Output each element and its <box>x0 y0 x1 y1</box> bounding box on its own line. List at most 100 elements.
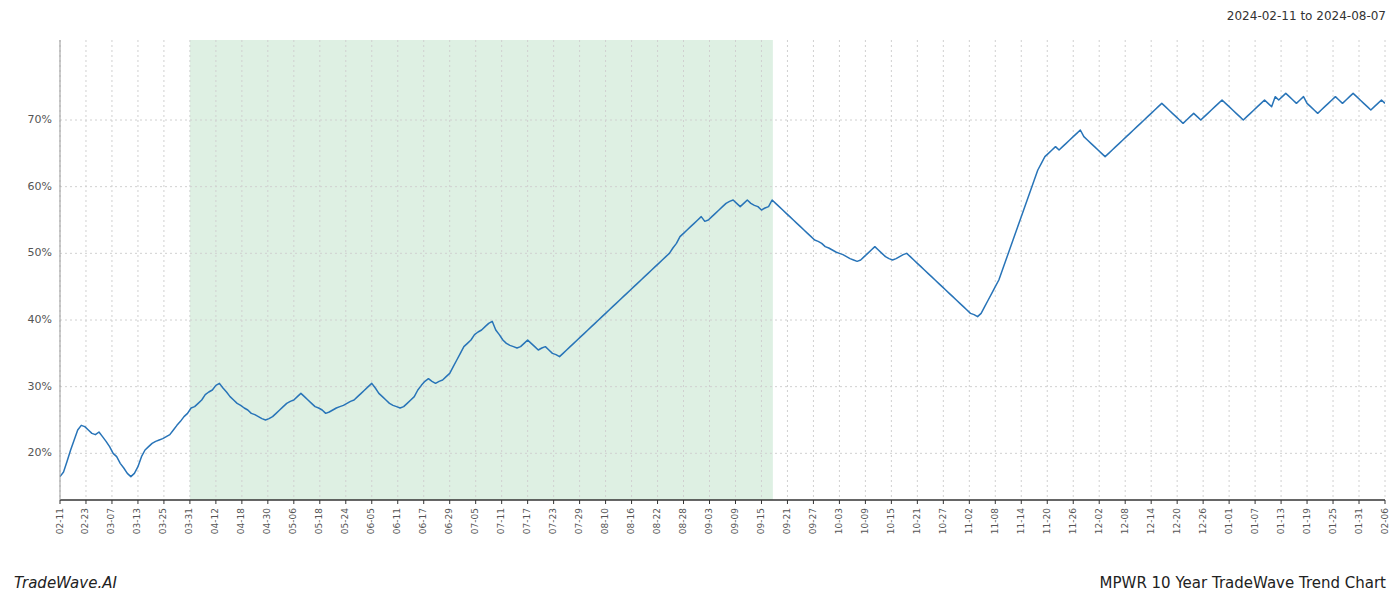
x-tick <box>215 500 216 504</box>
annotation: TradeWave.AI <box>14 574 117 592</box>
chart: 20%30%40%50%60%70%02-1102-2303-0703-1303… <box>0 0 1400 600</box>
x-tick <box>1385 500 1386 504</box>
x-tick-label: 08-16 <box>626 508 636 534</box>
x-tick <box>137 500 138 504</box>
y-tick-label: 70% <box>28 113 52 126</box>
x-tick <box>813 500 814 504</box>
x-tick <box>1021 500 1022 504</box>
x-tick <box>1177 500 1178 504</box>
x-tick-label: 06-11 <box>392 508 402 534</box>
line-group <box>60 93 1385 476</box>
y-tick-label: 60% <box>28 180 52 193</box>
x-tick <box>1281 500 1282 504</box>
x-grid-line <box>241 40 242 500</box>
x-tick-label: 09-21 <box>782 508 792 534</box>
x-tick-label: 03-07 <box>106 508 116 534</box>
x-grid-line <box>501 40 502 500</box>
x-grid-line <box>267 40 268 500</box>
x-tick <box>917 500 918 504</box>
background <box>0 0 1400 600</box>
x-tick <box>189 500 190 504</box>
x-grid-line <box>397 40 398 500</box>
x-grid-line <box>189 40 190 500</box>
x-grid-line <box>1177 40 1178 500</box>
x-tick <box>891 500 892 504</box>
x-grid-line <box>917 40 918 500</box>
x-tick-label: 07-11 <box>496 508 506 534</box>
x-grid-line <box>371 40 372 500</box>
x-tick <box>371 500 372 504</box>
x-grid-line <box>1099 40 1100 500</box>
x-tick-label: 03-25 <box>158 508 168 534</box>
x-grid-line <box>787 40 788 500</box>
x-tick-label: 07-17 <box>522 508 532 534</box>
x-tick-label: 07-23 <box>548 508 558 534</box>
y-axis <box>60 40 61 500</box>
x-tick-label: 06-17 <box>418 508 428 534</box>
x-tick-label: 07-29 <box>574 508 584 534</box>
x-tick-label: 02-11 <box>55 508 65 534</box>
y-tick-label: 30% <box>28 380 52 393</box>
x-tick-label: 12-08 <box>1120 508 1130 534</box>
x-grid-line <box>1229 40 1230 500</box>
x-grid-line <box>813 40 814 500</box>
x-tick-label: 06-29 <box>444 508 454 534</box>
x-tick <box>735 500 736 504</box>
y-grid-line <box>60 453 1385 454</box>
x-tick-label: 12-02 <box>1094 508 1104 534</box>
x-grid-line <box>1073 40 1074 500</box>
y-tick-label: 20% <box>28 446 52 459</box>
x-tick-label: 01-07 <box>1250 508 1260 534</box>
x-tick <box>1073 500 1074 504</box>
x-tick <box>527 500 528 504</box>
x-grid-line <box>1021 40 1022 500</box>
x-tick-label: 10-09 <box>860 508 870 534</box>
x-grid-line <box>345 40 346 500</box>
x-tick <box>85 500 86 504</box>
x-tick <box>761 500 762 504</box>
x-grid-line <box>735 40 736 500</box>
x-tick <box>683 500 684 504</box>
x-tick <box>1125 500 1126 504</box>
x-tick <box>1203 500 1204 504</box>
x-grid-line <box>215 40 216 500</box>
x-tick <box>709 500 710 504</box>
x-grid-line <box>163 40 164 500</box>
x-tick-label: 01-25 <box>1328 508 1338 534</box>
x-grid-line <box>657 40 658 500</box>
x-tick <box>1307 500 1308 504</box>
x-tick-label: 11-26 <box>1068 508 1078 534</box>
x-tick <box>60 500 61 504</box>
x-grid-line <box>709 40 710 500</box>
grid <box>60 40 1385 500</box>
x-tick <box>605 500 606 504</box>
x-grid-line <box>839 40 840 500</box>
x-tick <box>995 500 996 504</box>
x-tick-label: 09-27 <box>808 508 818 534</box>
x-grid-line <box>943 40 944 500</box>
x-tick-label: 04-12 <box>210 508 220 534</box>
x-tick <box>943 500 944 504</box>
x-grid-line <box>423 40 424 500</box>
x-tick-label: 12-26 <box>1198 508 1208 534</box>
x-grid-line <box>891 40 892 500</box>
x-tick <box>553 500 554 504</box>
x-tick-label: 01-13 <box>1276 508 1286 534</box>
x-tick-label: 10-27 <box>938 508 948 534</box>
x-tick <box>449 500 450 504</box>
x-tick-label: 09-03 <box>704 508 714 534</box>
x-tick <box>865 500 866 504</box>
x-tick <box>1099 500 1100 504</box>
x-grid-line <box>1047 40 1048 500</box>
x-grid-line <box>1151 40 1152 500</box>
subtitle: 2024-02-11 to 2024-08-07 <box>1227 9 1386 23</box>
y-tick-label: 40% <box>28 313 52 326</box>
x-tick <box>163 500 164 504</box>
x-tick-label: 05-18 <box>314 508 324 534</box>
x-tick-label: 08-22 <box>652 508 662 534</box>
x-tick-label: 08-28 <box>678 508 688 534</box>
x-tick-label: 04-18 <box>236 508 246 534</box>
x-grid-line <box>1307 40 1308 500</box>
x-tick-label: 01-31 <box>1354 508 1364 534</box>
x-tick <box>423 500 424 504</box>
